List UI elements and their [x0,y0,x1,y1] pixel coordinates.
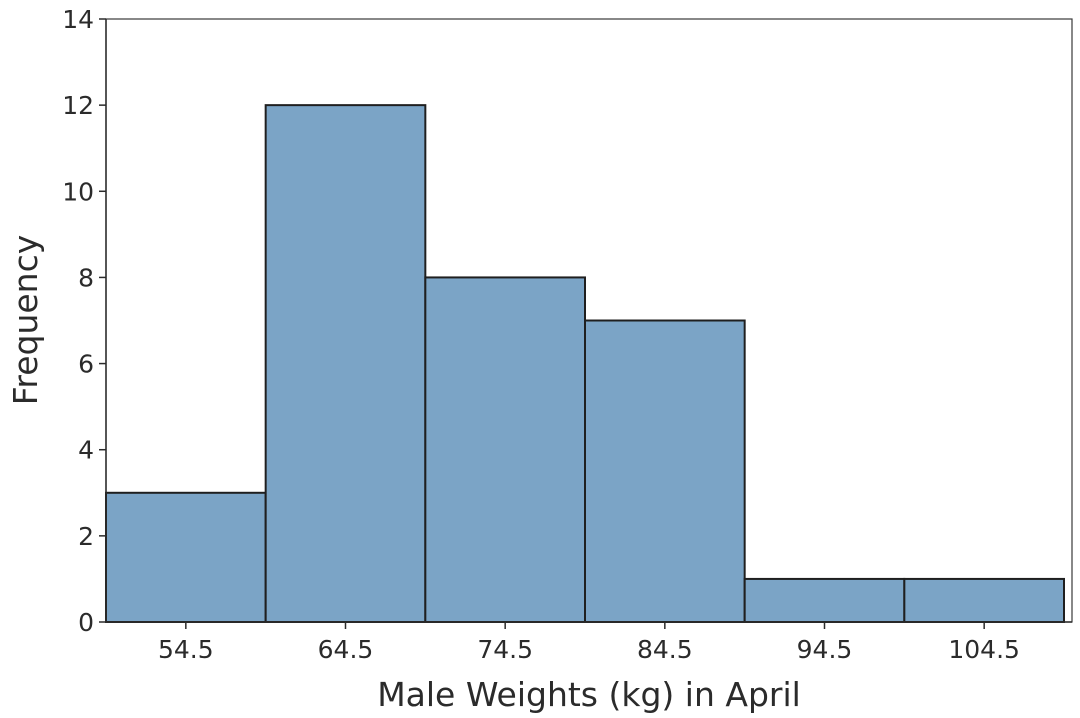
bar-94.5 [743,577,906,624]
bars-group [105,104,1065,624]
bar-104.5 [903,577,1065,624]
y-tick-label: 12 [62,91,94,120]
x-tick-label: 104.5 [948,635,1020,664]
y-axis: 0 2 4 6 8 10 12 14 [62,5,107,637]
x-tick-label: 94.5 [797,635,853,664]
y-tick-label: 0 [78,608,94,637]
y-axis-title: Frequency [6,235,45,405]
x-tick-label: 74.5 [477,635,533,664]
x-tick-label: 54.5 [158,635,214,664]
y-tick-label: 4 [78,436,94,465]
y-tick-label: 2 [78,522,94,551]
bar-64.5 [264,104,427,623]
x-axis: 54.5 64.5 74.5 84.5 94.5 104.5 [106,621,1072,664]
bar-74.5 [424,276,587,623]
y-tick-label: 14 [62,5,94,34]
x-tick-label: 84.5 [637,635,693,664]
y-tick-label: 8 [78,263,94,292]
bar-84.5 [584,319,746,623]
bar-54.5 [105,491,267,623]
y-tick-label: 10 [62,177,94,206]
x-tick-label: 64.5 [318,635,374,664]
y-tick-label: 6 [78,350,94,379]
x-axis-title: Male Weights (kg) in April [377,675,801,714]
